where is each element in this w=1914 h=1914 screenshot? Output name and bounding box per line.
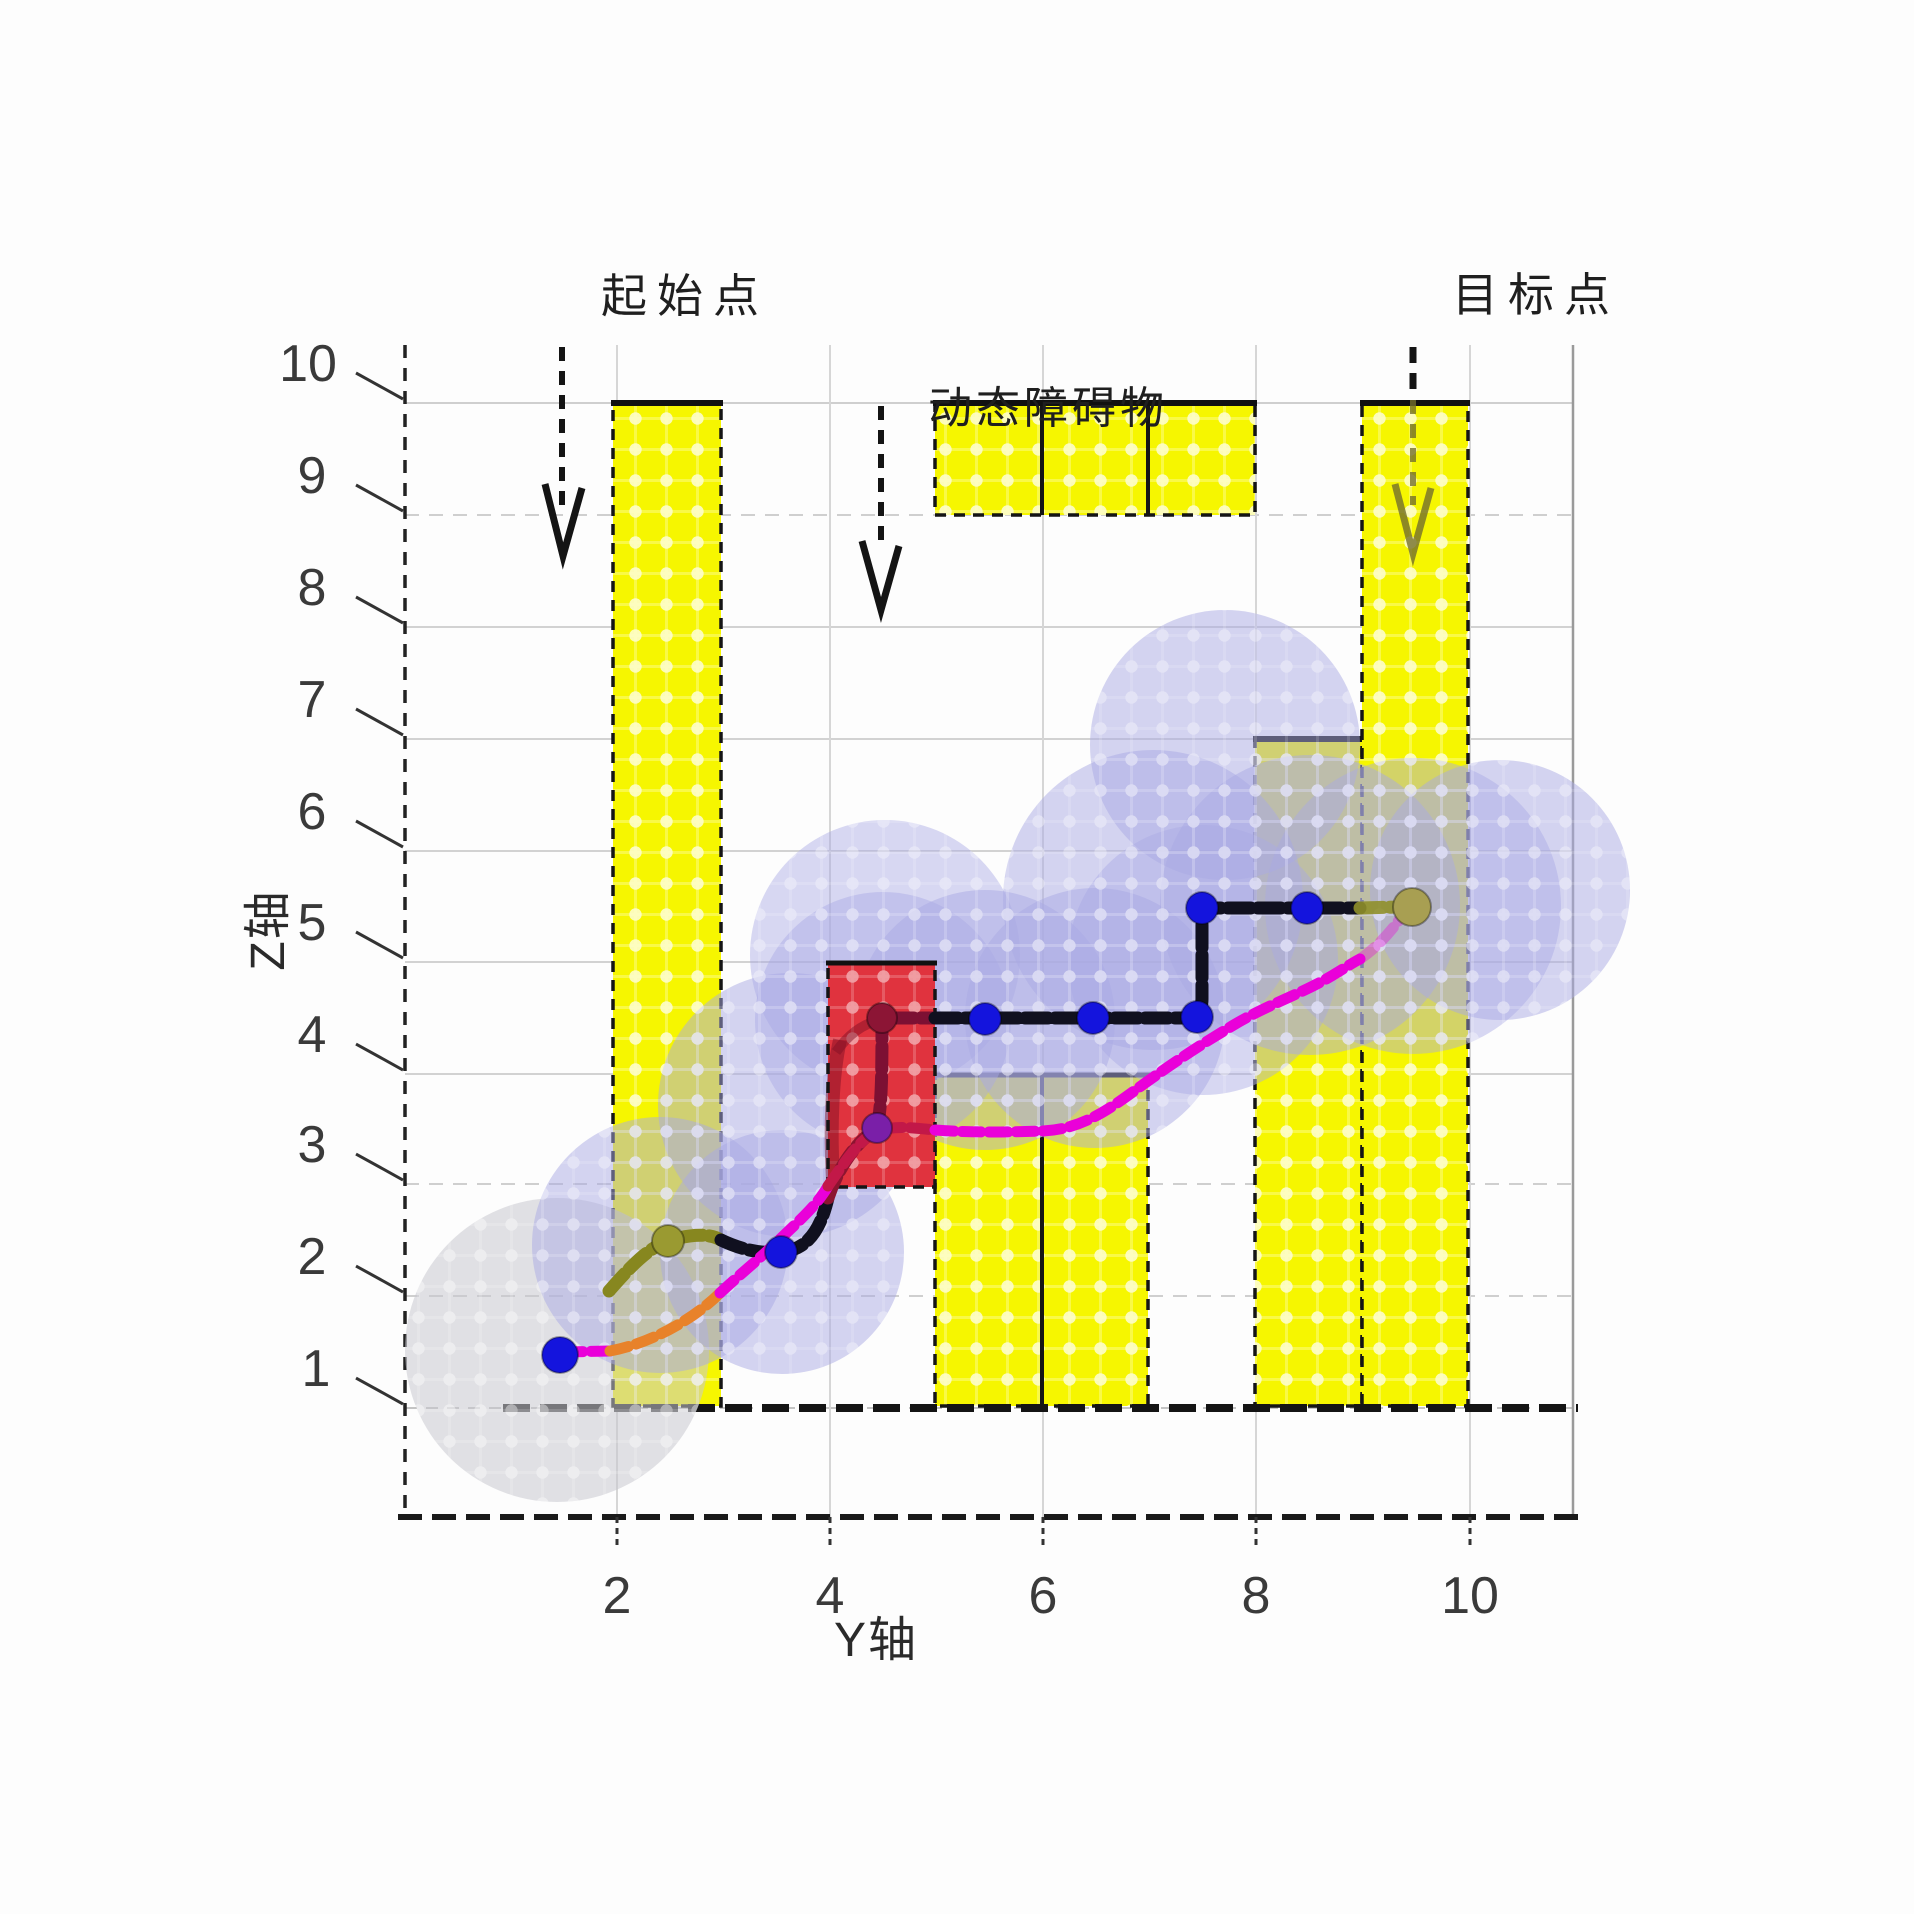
z-tick-2: 2 (297, 1228, 327, 1286)
waypoint-dot (1180, 1000, 1214, 1034)
z-tick-7: 7 (297, 671, 327, 729)
z-tick-4: 4 (297, 1006, 327, 1064)
start-point-label: 起始点 (601, 270, 769, 322)
y-tick-4: 4 (815, 1567, 845, 1625)
z-tick-1: 1 (301, 1340, 331, 1398)
z-axis-title: Z轴 (242, 889, 295, 971)
waypoint-dot (1076, 1001, 1110, 1035)
waypoint-under-collision (861, 1112, 893, 1144)
y-tick-8: 8 (1241, 1567, 1271, 1625)
z-tick-10: 10 (279, 335, 337, 393)
y-tick-marks (615, 1517, 1472, 1549)
goal-point-label: 目标点 (1452, 269, 1620, 321)
y-axis-title: Y轴 (833, 1614, 919, 1667)
black-path-over-goal-bar (1353, 900, 1405, 915)
goal-point-dot (1392, 887, 1432, 927)
waypoint-under-bar (651, 1224, 685, 1258)
z-tick-8: 8 (297, 559, 327, 617)
y-tick-10: 10 (1441, 1567, 1499, 1625)
magenta-path-over-bar (604, 1287, 726, 1357)
z-tick-6: 6 (297, 783, 327, 841)
z-tick-5: 5 (297, 894, 327, 952)
waypoint-under-collision (866, 1002, 898, 1034)
annotation-arrows (541, 347, 1435, 624)
dynamic-obstacle-label: 动态障碍物 (928, 384, 1168, 433)
z-tick-marks (355, 371, 404, 1406)
y-tick-2: 2 (602, 1567, 632, 1625)
sphere (1370, 760, 1630, 1020)
axes-frame (355, 345, 1582, 1549)
waypoint-dot (764, 1235, 798, 1269)
y-tick-6: 6 (1028, 1567, 1058, 1625)
goal-arrow (1391, 347, 1435, 567)
waypoint-dot (968, 1002, 1002, 1036)
waypoint-dot (1185, 891, 1219, 925)
dynamic-obstacle-arrow (858, 406, 903, 624)
start-arrow (541, 347, 586, 570)
waypoint-dot (1290, 891, 1324, 925)
start-point-dot (541, 1336, 579, 1374)
z-tick-9: 9 (297, 447, 327, 505)
z-tick-3: 3 (297, 1116, 327, 1174)
waypoint-dots (541, 887, 1432, 1374)
dynamic-obstacle-cells (933, 400, 1257, 517)
